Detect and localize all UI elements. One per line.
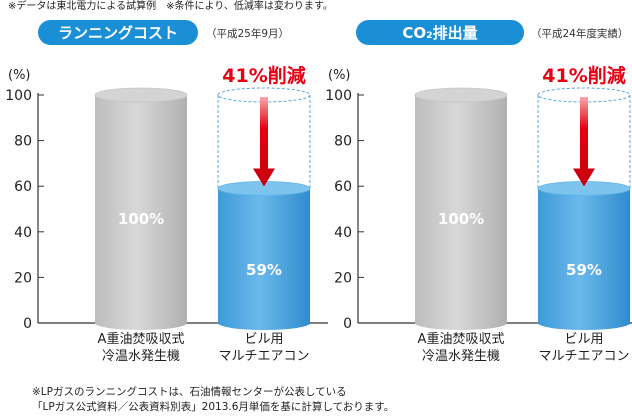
y-tick-label: 100	[5, 88, 32, 104]
y-axis-unit: (%)	[8, 68, 31, 83]
y-tick-label: 20	[14, 270, 32, 286]
y-tick-label: 40	[334, 225, 352, 241]
category-label-line: ビル用	[564, 332, 603, 347]
title-badge	[356, 20, 524, 45]
bar-value-label: 59%	[246, 261, 282, 279]
category-label-line: A重油焚吸収式	[418, 331, 505, 347]
reduction-arrow	[253, 97, 275, 187]
bar-value-label: 100%	[438, 210, 484, 228]
note-top: ※データは東北電力による試算例 ※条件により、低減率は変わります。	[8, 1, 333, 12]
category-label: ビル用マルチエアコン	[218, 332, 309, 364]
category-label: A重油焚吸収式冷温水発生機	[98, 331, 185, 364]
category-label-line: A重油焚吸収式	[98, 331, 185, 347]
note-bottom-line2: 「LPガス公式資料／公表資料別表」2013.6月単価を基に計算しております。	[32, 401, 395, 413]
bar	[218, 188, 310, 330]
chart-subtitle: （平成24年度実績）	[531, 27, 628, 40]
bar-top	[94, 87, 188, 103]
category-label-line: 冷温水発生機	[102, 349, 180, 364]
bar	[95, 95, 187, 330]
note-bottom: ※LPガスのランニングコストは、石油情報センターが公表している 「LPガス公式資…	[32, 385, 394, 415]
chart-running-cost: ランニングコスト （平成25年9月） (%) 0 20 40 60 80 100 100% A重油焚…	[5, 20, 328, 364]
y-tick-label: 20	[334, 270, 352, 286]
y-tick-label: 40	[14, 225, 32, 241]
chart-title: CO₂排出量	[402, 24, 477, 42]
y-tick-label: 80	[14, 134, 32, 150]
y-tick-label: 0	[23, 316, 32, 332]
bar-value-label: 59%	[566, 261, 602, 279]
reduction-label: 41%削減	[222, 64, 305, 87]
reduction-label: 41%削減	[542, 64, 625, 87]
category-label-line: マルチエアコン	[218, 349, 309, 364]
y-tick-label: 100	[325, 88, 352, 104]
bar	[538, 188, 630, 330]
y-axis-unit: (%)	[328, 68, 351, 83]
y-tick-label: 80	[334, 134, 352, 150]
category-label: A重油焚吸収式冷温水発生機	[418, 331, 505, 364]
chart-subtitle: （平成25年9月）	[206, 27, 289, 40]
bar-value-label: 100%	[118, 210, 164, 228]
reduction-arrow	[573, 97, 595, 187]
chart-title: ランニングコスト	[58, 24, 178, 42]
category-label-line: ビル用	[244, 332, 283, 347]
chart-co2-emissions: CO₂排出量 （平成24年度実績） (%) 0 20 40 60 80 100 100% A重油焚吸…	[325, 20, 632, 364]
category-label: ビル用マルチエアコン	[538, 332, 629, 364]
y-tick-label: 60	[14, 179, 32, 195]
y-tick-label: 60	[334, 179, 352, 195]
bar	[415, 95, 507, 330]
category-label-line: 冷温水発生機	[422, 349, 500, 364]
bar-top	[414, 87, 508, 103]
title-badge	[38, 20, 198, 45]
note-bottom-line1: ※LPガスのランニングコストは、石油情報センターが公表している	[32, 386, 347, 398]
y-tick-label: 0	[343, 316, 352, 332]
category-label-line: マルチエアコン	[538, 349, 629, 364]
